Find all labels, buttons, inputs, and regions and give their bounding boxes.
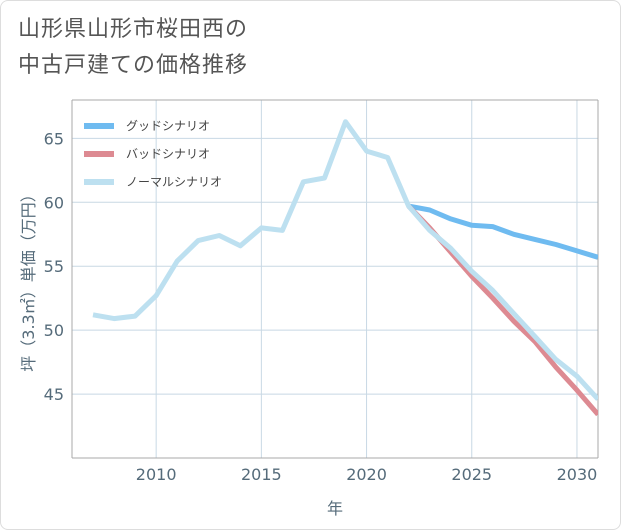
series-lines (92, 119, 598, 417)
y-axis-label: 坪（3.3㎡）単価（万円） (19, 186, 38, 371)
legend-label-1: バッドシナリオ (126, 147, 210, 161)
y-tick-label-65: 65 (44, 129, 64, 148)
chart-title-line2: 中古戸建ての価格推移 (18, 53, 249, 78)
x-tick-label-2025: 2025 (451, 465, 492, 484)
y-tick-label-60: 60 (44, 193, 64, 212)
legend-label-2: ノーマルシナリオ (126, 175, 222, 189)
y-tick-label-55: 55 (44, 257, 64, 276)
x-tick-label-2015: 2015 (241, 465, 282, 484)
series-line-2 (92, 119, 598, 401)
chart-title: 山形県山形市桜田西の 中古戸建ての価格推移 (18, 12, 248, 84)
legend-label-0: グッドシナリオ (126, 119, 210, 133)
x-tick-label-2030: 2030 (557, 465, 598, 484)
y-tick-label-50: 50 (44, 321, 64, 340)
series-line-0 (408, 203, 598, 260)
x-axis-label: 年 (327, 499, 343, 518)
y-tick-label-45: 45 (44, 385, 64, 404)
x-tick-label-2020: 2020 (346, 465, 387, 484)
tick-labels: 2010 2015 2020 2025 2030 45 50 55 60 65 (44, 129, 598, 484)
chart-title-line1: 山形県山形市桜田西の (18, 17, 249, 42)
x-tick-label-2010: 2010 (136, 465, 177, 484)
